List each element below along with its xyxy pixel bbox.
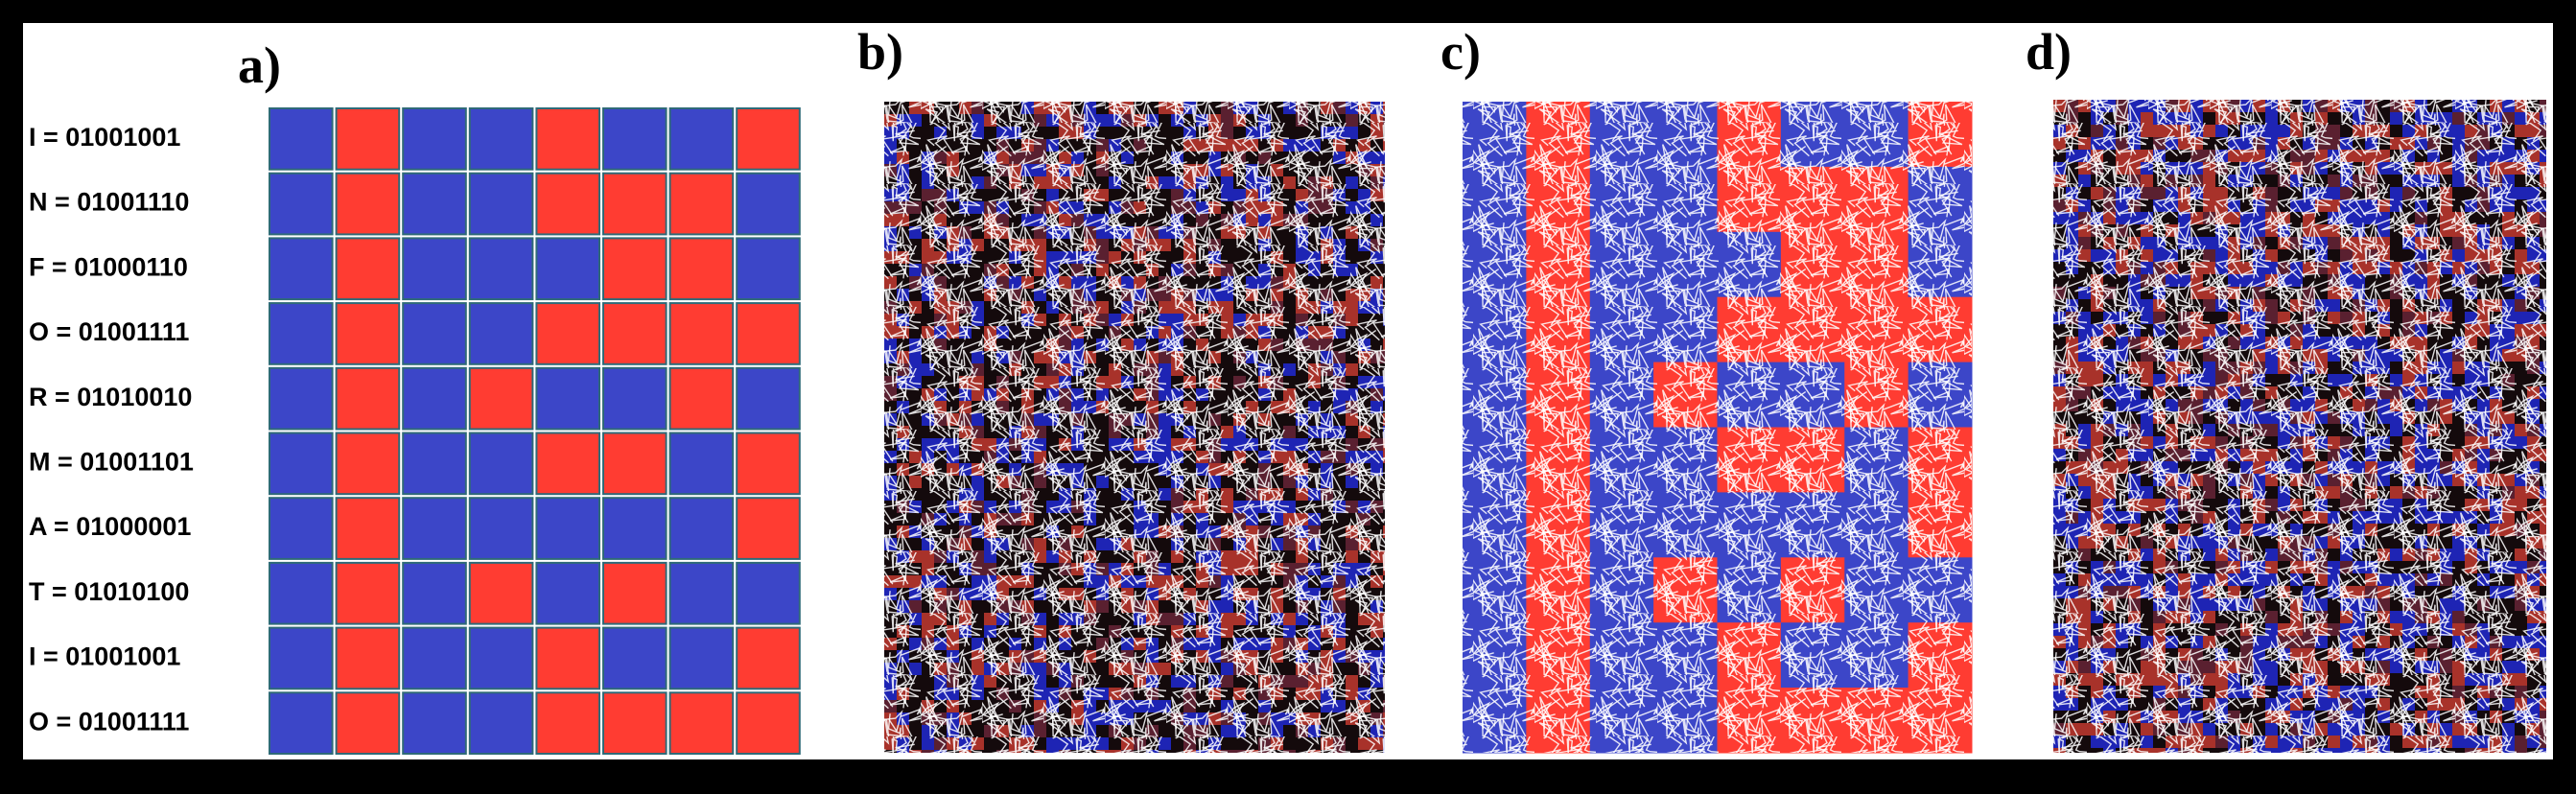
bit-cell bbox=[468, 497, 534, 560]
bit-cell bbox=[468, 626, 534, 690]
bit-cell bbox=[335, 626, 401, 690]
row-label: T = 01010100 bbox=[29, 577, 189, 606]
bit-cell bbox=[602, 561, 667, 625]
cell-texture bbox=[1463, 102, 1972, 753]
bit-cell bbox=[402, 561, 467, 625]
bit-cell bbox=[269, 497, 334, 560]
bit-cell bbox=[335, 302, 401, 365]
row-label: N = 01001110 bbox=[29, 188, 189, 217]
bit-cell bbox=[468, 561, 534, 625]
bit-cell bbox=[269, 107, 334, 171]
bit-cell bbox=[668, 172, 735, 236]
bit-cell bbox=[736, 626, 801, 690]
bit-cell bbox=[335, 366, 401, 431]
row-label: R = 01010010 bbox=[29, 383, 192, 411]
bit-cell bbox=[468, 302, 534, 365]
bit-cell bbox=[668, 237, 735, 301]
bit-cell bbox=[335, 172, 401, 236]
bit-cell bbox=[335, 107, 401, 171]
bit-cell bbox=[736, 497, 801, 560]
bit-cell bbox=[535, 366, 601, 431]
row-label: F = 01000110 bbox=[29, 252, 188, 281]
bit-cell bbox=[602, 237, 667, 301]
bit-cell bbox=[402, 497, 467, 560]
bit-cell bbox=[468, 172, 534, 236]
bit-cell bbox=[535, 237, 601, 301]
bit-cell bbox=[402, 366, 467, 431]
bit-cell bbox=[668, 302, 735, 365]
bit-cell bbox=[668, 107, 735, 171]
bit-cell bbox=[402, 172, 467, 236]
bit-cell bbox=[736, 107, 801, 171]
bit-cell bbox=[402, 626, 467, 690]
bit-cell bbox=[402, 107, 467, 171]
bit-cell bbox=[736, 691, 801, 755]
bit-cell bbox=[535, 432, 601, 496]
bit-cell bbox=[269, 237, 334, 301]
bit-cell bbox=[335, 497, 401, 560]
bit-cell bbox=[668, 691, 735, 755]
bit-cell bbox=[269, 432, 334, 496]
bit-cell bbox=[468, 237, 534, 301]
bit-cell bbox=[269, 366, 334, 431]
bit-cell bbox=[335, 691, 401, 755]
cell-texture bbox=[884, 102, 1385, 753]
bit-cell bbox=[535, 172, 601, 236]
bit-cell bbox=[402, 237, 467, 301]
bit-cell bbox=[736, 561, 801, 625]
bit-cell bbox=[602, 432, 667, 496]
bit-cell bbox=[402, 691, 467, 755]
row-label: M = 01001101 bbox=[29, 447, 194, 476]
bit-cell bbox=[335, 237, 401, 301]
row-label: I = 01001001 bbox=[29, 123, 180, 152]
bit-cell bbox=[602, 626, 667, 690]
bit-cell bbox=[668, 432, 735, 496]
bit-cell bbox=[335, 432, 401, 496]
bit-cell bbox=[736, 366, 801, 431]
bit-cell bbox=[468, 107, 534, 171]
bit-cell bbox=[535, 497, 601, 560]
bit-cell bbox=[535, 561, 601, 625]
bit-cell bbox=[468, 366, 534, 431]
bit-cell bbox=[602, 107, 667, 171]
row-label: O = 01001111 bbox=[29, 317, 189, 346]
row-label: A = 01000001 bbox=[29, 512, 191, 541]
bit-cell bbox=[269, 561, 334, 625]
bit-cell bbox=[668, 497, 735, 560]
row-label: I = 01001001 bbox=[29, 642, 180, 671]
bit-cell bbox=[402, 302, 467, 365]
panel-label: c) bbox=[1440, 23, 1481, 81]
bit-cell bbox=[535, 107, 601, 171]
bit-cell bbox=[668, 561, 735, 625]
bit-cell bbox=[668, 366, 735, 431]
panel-label: b) bbox=[857, 23, 903, 81]
bit-cell bbox=[269, 302, 334, 365]
bit-cell bbox=[335, 561, 401, 625]
bit-cell bbox=[736, 432, 801, 496]
bit-cell bbox=[668, 626, 735, 690]
bit-cell bbox=[602, 172, 667, 236]
bit-cell bbox=[535, 691, 601, 755]
bit-cell bbox=[736, 237, 801, 301]
bit-cell bbox=[402, 432, 467, 496]
bit-cell bbox=[269, 626, 334, 690]
bit-cell bbox=[736, 172, 801, 236]
bit-cell bbox=[269, 691, 334, 755]
bit-cell bbox=[736, 302, 801, 365]
bit-cell bbox=[602, 497, 667, 560]
bit-cell bbox=[535, 626, 601, 690]
bit-cell bbox=[468, 432, 534, 496]
panel-label: a) bbox=[238, 36, 281, 94]
panel-label: d) bbox=[2026, 23, 2072, 81]
bit-cell bbox=[535, 302, 601, 365]
bit-cell bbox=[602, 691, 667, 755]
bit-cell bbox=[468, 691, 534, 755]
cell-texture bbox=[2053, 100, 2546, 753]
bit-cell bbox=[602, 302, 667, 365]
row-label: O = 01001111 bbox=[29, 707, 189, 736]
bit-cell bbox=[269, 172, 334, 236]
bit-cell bbox=[602, 366, 667, 431]
